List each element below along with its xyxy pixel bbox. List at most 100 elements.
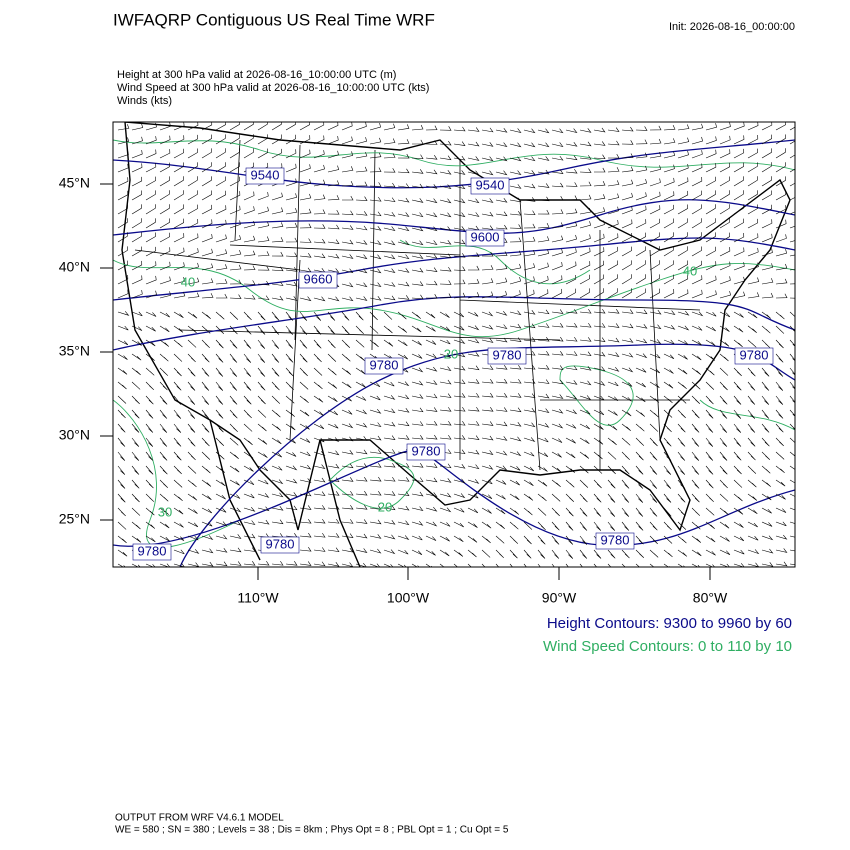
- wind-barb: [159, 204, 170, 215]
- label-box: [245, 167, 285, 185]
- wind-barb: [523, 465, 535, 472]
- wind-barb: [243, 381, 252, 391]
- wind-barb: [201, 437, 210, 447]
- wind-barb: [327, 135, 339, 145]
- wind-barb: [271, 237, 284, 243]
- wind-barb: [159, 423, 168, 433]
- wind-barb: [495, 337, 508, 343]
- wind-barb: [565, 423, 577, 429]
- wind-barb: [509, 237, 522, 243]
- height-label: 9780: [493, 347, 522, 362]
- wind-barb: [187, 549, 200, 554]
- wind-barb: [481, 535, 491, 544]
- wind-barb: [271, 325, 280, 335]
- wind-barb: [663, 521, 672, 531]
- wind-barb: [705, 367, 715, 376]
- wind-barb: [439, 507, 452, 513]
- wind-barb: [481, 311, 494, 317]
- wind-barb: [691, 246, 702, 257]
- wind-barb: [467, 325, 480, 331]
- wind-barb: [243, 409, 252, 419]
- wind-barb: [369, 381, 381, 387]
- wind-barb: [607, 423, 618, 431]
- wind-barb: [173, 233, 185, 243]
- wind-barb: [621, 288, 632, 299]
- wind-barb: [593, 395, 605, 401]
- wind-barb: [579, 549, 588, 559]
- wind-barb: [383, 197, 396, 203]
- wind-barb: [761, 367, 770, 377]
- wind-barb: [215, 264, 228, 271]
- wind-barb: [607, 493, 616, 503]
- wind-barb: [635, 219, 647, 229]
- wind-barb: [789, 197, 795, 201]
- wind-barb: [523, 407, 536, 413]
- wind-barb: [663, 274, 674, 285]
- wind-barb: [145, 176, 156, 187]
- footer-settings: WE = 580 ; SN = 380 ; Levels = 38 ; Dis …: [115, 825, 509, 836]
- wind-barb: [285, 134, 296, 145]
- wind-barb: [117, 325, 129, 331]
- wind-barb: [313, 505, 326, 510]
- wind-barb: [509, 142, 522, 148]
- wind-barb: [579, 247, 591, 257]
- wind-barb: [789, 168, 795, 173]
- wind-barb: [411, 463, 424, 468]
- wind-barb: [607, 219, 619, 229]
- wind-barb: [229, 437, 239, 446]
- wind-barb: [747, 148, 758, 159]
- wind-barb: [663, 125, 676, 131]
- wind-barb: [467, 212, 480, 217]
- wind-barb: [369, 196, 382, 202]
- wind-barb: [369, 137, 382, 145]
- wind-barb: [579, 351, 592, 357]
- wind-barb: [425, 339, 437, 345]
- wind-barb: [411, 254, 424, 259]
- wind-barb: [215, 521, 228, 527]
- wind-barb: [733, 148, 745, 159]
- wind-barb: [705, 437, 714, 447]
- wind-barb: [341, 339, 351, 348]
- wind-barb: [313, 339, 322, 349]
- wind-barb: [509, 507, 520, 515]
- wind-barb: [215, 162, 226, 173]
- wind-barb: [187, 325, 197, 334]
- wind-barb: [649, 138, 662, 145]
- wind-barb: [355, 225, 368, 231]
- wind-barb: [285, 492, 298, 497]
- wind-barb: [341, 151, 354, 159]
- wind-barb: [271, 311, 280, 321]
- wind-barb: [523, 535, 532, 545]
- wind-barb: [509, 465, 521, 471]
- wind-barb: [187, 367, 196, 377]
- wind-barb: [467, 278, 480, 285]
- wind-barb: [691, 177, 703, 187]
- wind-barb: [593, 220, 605, 229]
- wind-barb: [187, 248, 199, 257]
- wind-barb: [229, 465, 240, 473]
- wind-barb: [607, 246, 619, 257]
- wind-barb: [117, 465, 126, 475]
- wind-barb: [635, 507, 644, 517]
- wind-barb: [215, 409, 224, 419]
- wind-barb: [663, 204, 675, 215]
- wind-barb: [397, 462, 410, 468]
- wind-barb: [649, 507, 658, 517]
- wind-barb: [775, 249, 787, 257]
- wind-barb: [537, 379, 550, 384]
- wind-barb: [775, 325, 785, 334]
- wind-barb: [565, 437, 576, 444]
- wind-barb: [145, 162, 157, 173]
- wind-barb: [649, 309, 662, 315]
- wind-barb: [313, 437, 325, 443]
- wind-barb: [299, 223, 312, 229]
- wind-barb: [761, 134, 772, 145]
- wind-barb: [523, 309, 536, 315]
- wind-barb: [537, 393, 550, 399]
- wind-barb: [705, 136, 717, 145]
- wind-barb: [593, 233, 605, 243]
- wind-barb: [649, 288, 660, 299]
- wind-barb: [257, 192, 269, 201]
- wind-barb: [691, 563, 701, 567]
- wind-barb: [117, 535, 127, 544]
